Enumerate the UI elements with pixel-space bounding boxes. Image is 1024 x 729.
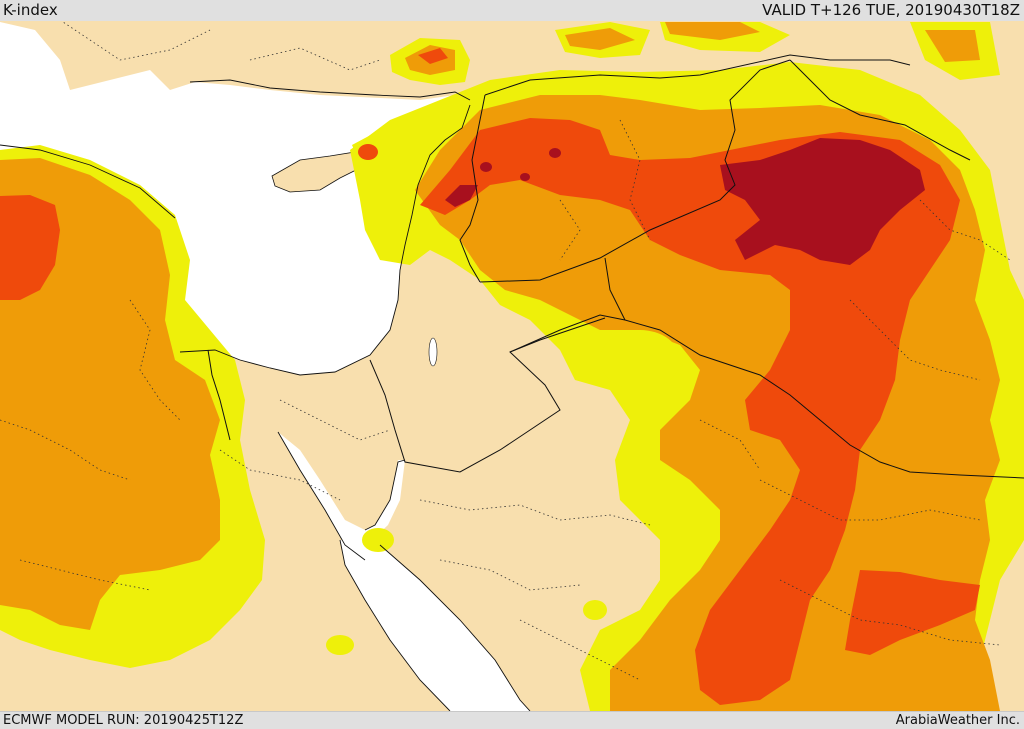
k-field-turkey-3o [665,22,760,40]
k-field-turkey-4o [925,30,980,62]
k-field-patch-2 [326,635,354,655]
k-field-west-orange [0,158,220,630]
k-field-patch-4 [600,330,680,390]
map-title: K-index [3,1,58,19]
k-field-core-darkred [720,138,925,265]
k-field-cyprus-r [358,144,378,160]
red-sea [278,432,405,560]
dead-sea [428,337,438,367]
k-field-west-red [0,195,60,300]
k-field-turkey-1r [418,48,448,64]
cyprus [271,151,361,193]
k-field-patch-1 [362,528,394,552]
province-borders [0,21,1011,681]
k-field-patch-3 [583,600,607,620]
k-field-core-spot-2 [520,173,530,181]
country-borders [207,54,1024,479]
model-run-label: ECMWF MODEL RUN: 20190425T12Z [3,713,244,728]
k-index-map [0,21,1024,711]
footer-bar [0,711,1024,729]
k-field-central-red [420,118,960,705]
k-field-sw-red [845,570,980,655]
k-field-core-darkred-2 [445,185,478,207]
k-field-core-spot-3 [549,148,561,158]
valid-time-label: VALID T+126 TUE, 20190430T18Z [762,1,1020,19]
k-field-core-spot-1 [480,162,492,172]
coastlines [0,79,531,711]
red-sea-south [340,540,530,711]
credit-label: ArabiaWeather Inc. [895,713,1020,728]
k-field-turkey-2o [565,28,635,50]
k-field-cyprus [352,125,420,172]
